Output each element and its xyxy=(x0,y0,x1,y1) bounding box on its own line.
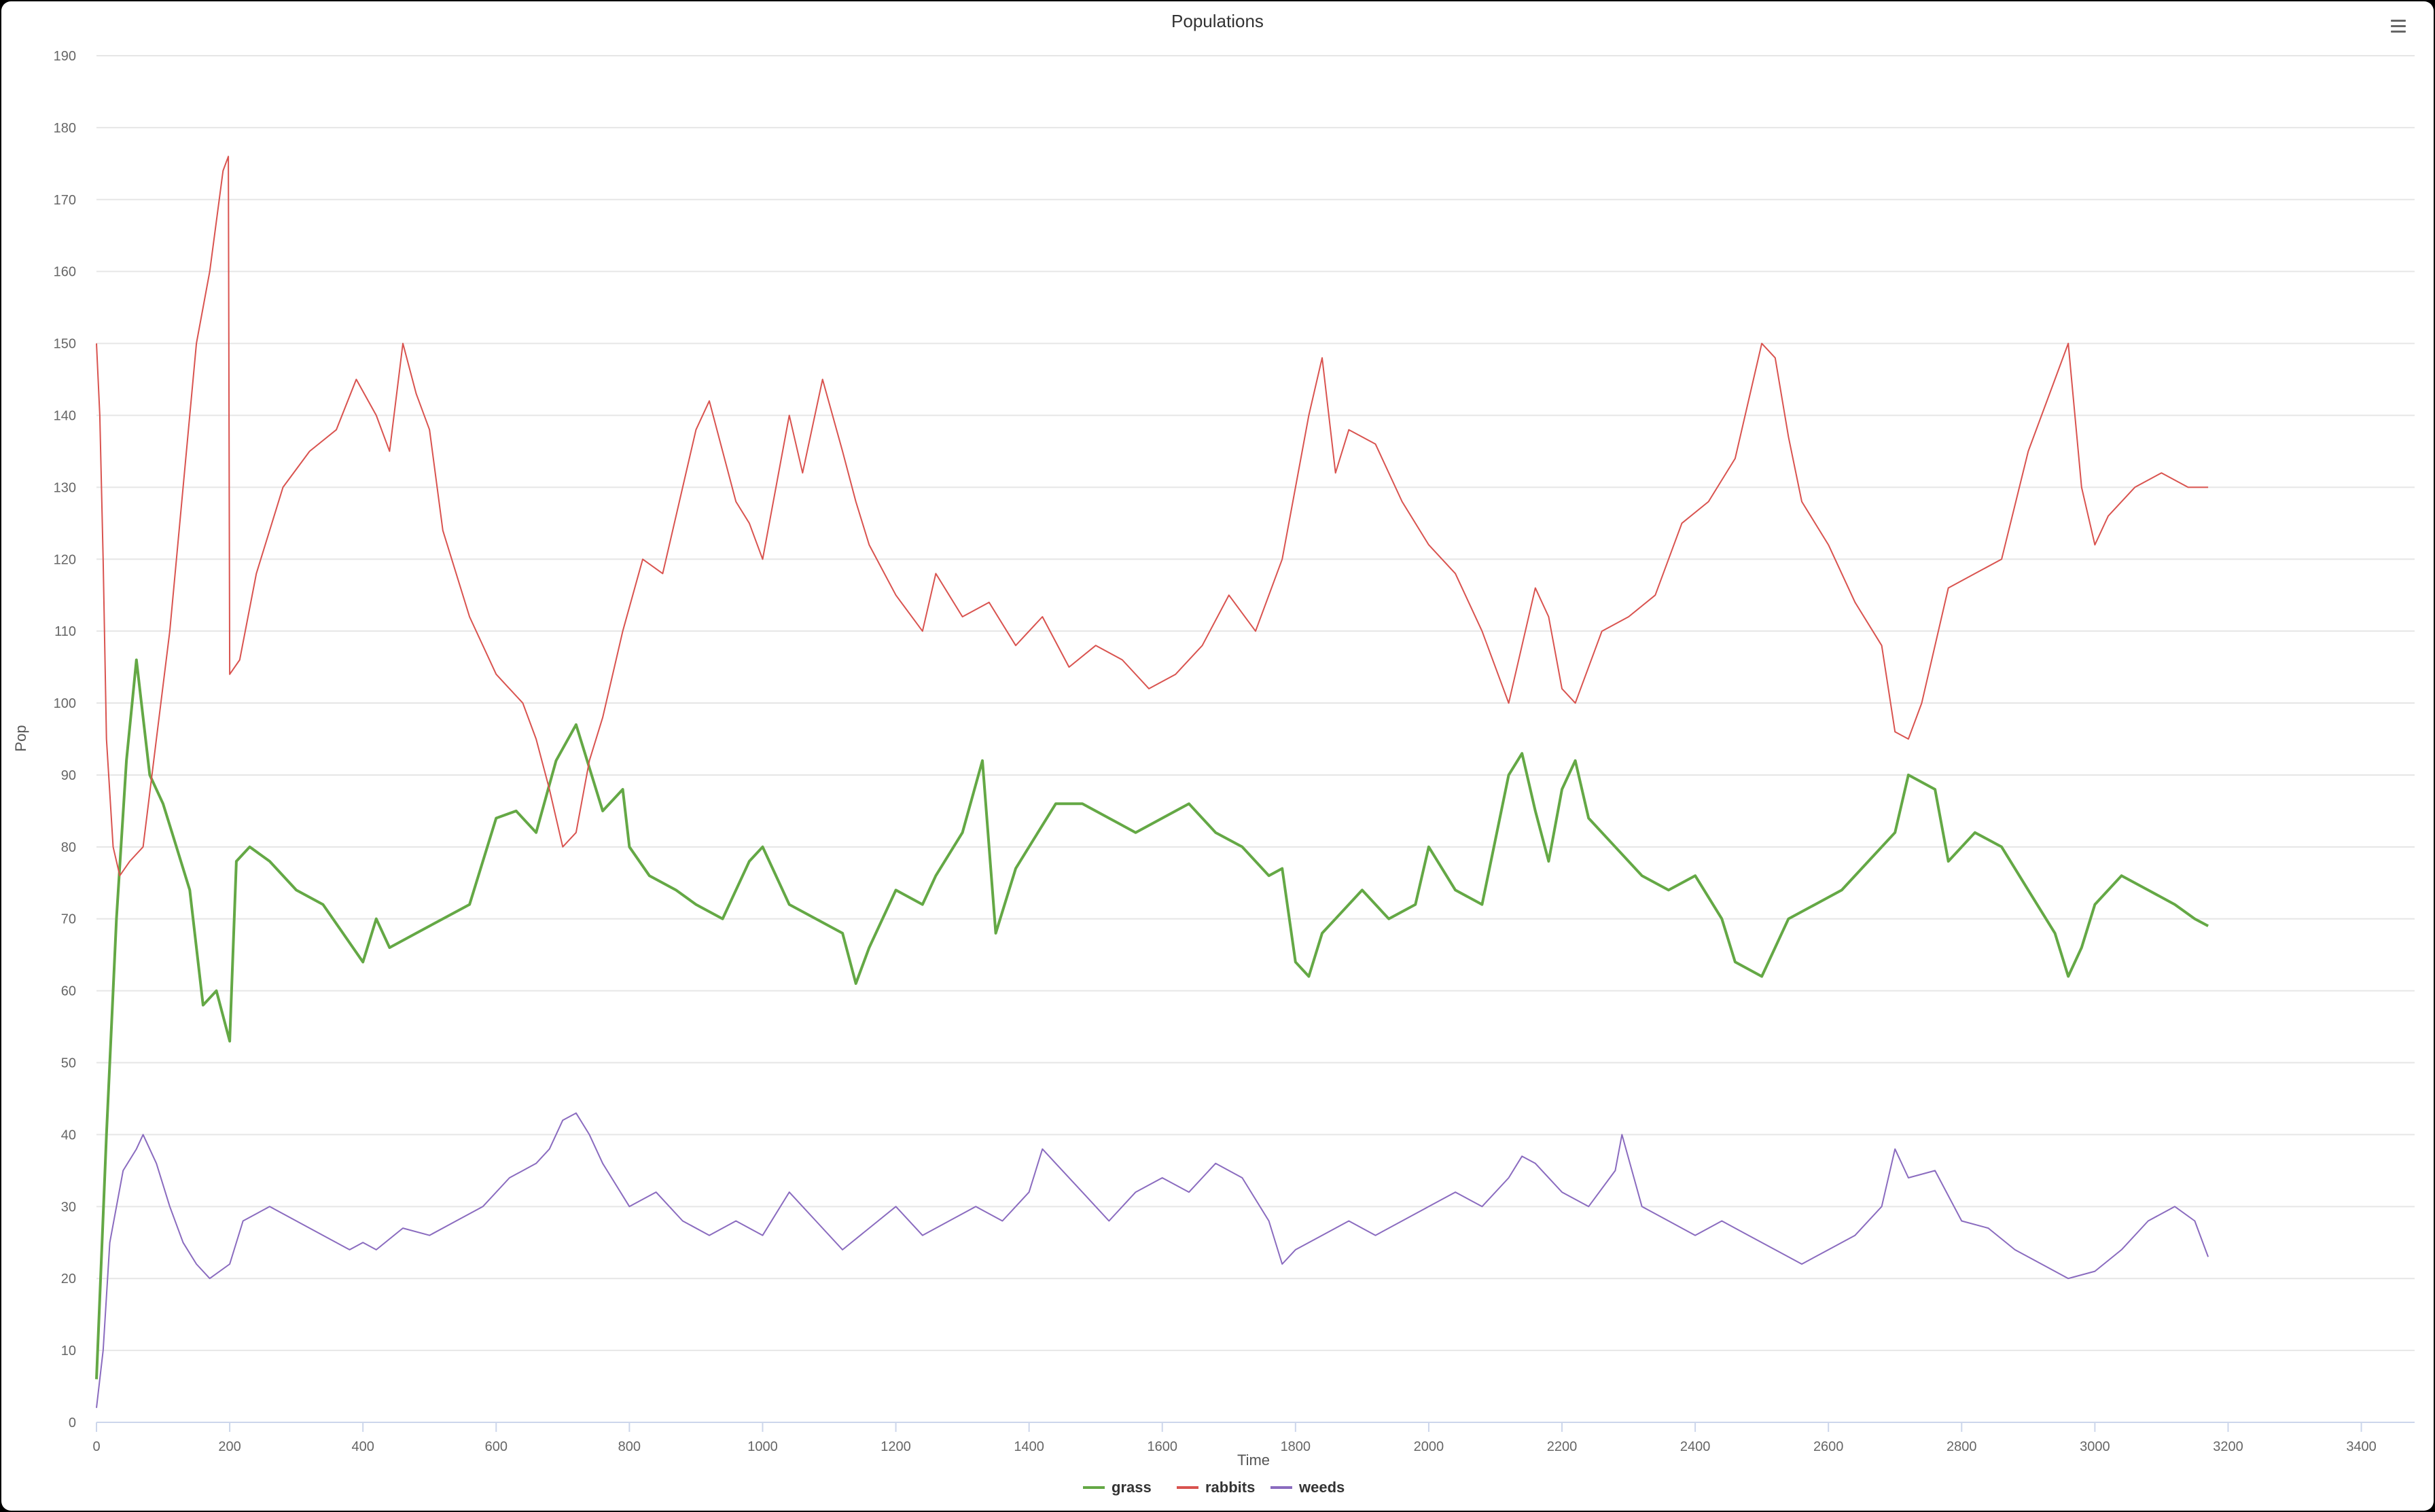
x-tick-label: 0 xyxy=(92,1439,100,1454)
x-tick-label: 2000 xyxy=(1414,1439,1444,1454)
x-axis-label: Time xyxy=(1237,1452,1270,1469)
y-tick-label: 20 xyxy=(61,1272,76,1286)
y-tick-label: 60 xyxy=(61,984,76,999)
y-tick-label: 130 xyxy=(54,480,76,495)
legend-item-rabbits[interactable]: rabbits xyxy=(1177,1479,1255,1496)
y-tick-label: 40 xyxy=(61,1128,76,1142)
x-axis-tick-labels: 0 200 400 600 800 1000 1200 1400 1600 1800 2000 220… xyxy=(92,1422,2377,1454)
x-tick-label: 3200 xyxy=(2213,1439,2243,1454)
series-line-weeds[interactable] xyxy=(96,1112,2209,1408)
x-tick-label: 2600 xyxy=(1813,1439,1844,1454)
legend-label: weeds xyxy=(1298,1479,1345,1496)
legend-item-grass[interactable]: grass xyxy=(1083,1479,1152,1496)
x-tick-label: 1400 xyxy=(1014,1439,1044,1454)
y-tick-label: 80 xyxy=(61,840,76,855)
y-tick-label: 100 xyxy=(54,696,76,711)
y-tick-label: 30 xyxy=(61,1200,76,1214)
x-tick-label: 600 xyxy=(485,1439,508,1454)
y-tick-label: 10 xyxy=(61,1344,76,1358)
x-tick-label: 1200 xyxy=(881,1439,911,1454)
y-tick-label: 50 xyxy=(61,1056,76,1071)
series-line-rabbits[interactable] xyxy=(96,156,2209,877)
y-tick-label: 0 xyxy=(69,1416,76,1430)
y-tick-label: 160 xyxy=(54,265,76,280)
y-axis-label: Pop xyxy=(12,725,29,751)
x-tick-label: 800 xyxy=(618,1439,641,1454)
x-tick-label: 2400 xyxy=(1680,1439,1711,1454)
legend-label: grass xyxy=(1112,1479,1152,1496)
chart-title: Populations xyxy=(1171,11,1264,31)
y-tick-label: 150 xyxy=(54,337,76,352)
y-tick-label: 70 xyxy=(61,912,76,927)
y-tick-label: 110 xyxy=(54,624,76,639)
x-tick-label: 2200 xyxy=(1547,1439,1578,1454)
y-tick-label: 140 xyxy=(54,408,76,423)
x-tick-label: 400 xyxy=(351,1439,374,1454)
y-tick-label: 170 xyxy=(54,193,76,208)
y-tick-label: 180 xyxy=(54,121,76,136)
y-tick-label: 190 xyxy=(54,49,76,64)
x-tick-label: 3400 xyxy=(2346,1439,2377,1454)
gridlines xyxy=(96,55,2415,1423)
x-tick-label: 1000 xyxy=(747,1439,778,1454)
legend: grass rabbits weeds xyxy=(1083,1479,1345,1496)
legend-item-weeds[interactable]: weeds xyxy=(1270,1479,1345,1496)
hamburger-menu-icon[interactable] xyxy=(2383,12,2413,39)
y-tick-label: 120 xyxy=(54,552,76,567)
x-tick-label: 1600 xyxy=(1147,1439,1177,1454)
x-tick-label: 3000 xyxy=(2080,1439,2110,1454)
x-tick-label: 200 xyxy=(218,1439,241,1454)
x-tick-label: 1800 xyxy=(1281,1439,1311,1454)
legend-label: rabbits xyxy=(1205,1479,1255,1496)
series-line-grass[interactable] xyxy=(95,658,2209,1380)
series-lines xyxy=(95,156,2209,1408)
y-tick-label: 90 xyxy=(61,768,76,783)
x-tick-label: 2800 xyxy=(1947,1439,1977,1454)
y-axis-tick-labels: 0 10 20 30 40 50 60 70 80 90 100 110 120 130 140 150 160… xyxy=(54,49,76,1430)
